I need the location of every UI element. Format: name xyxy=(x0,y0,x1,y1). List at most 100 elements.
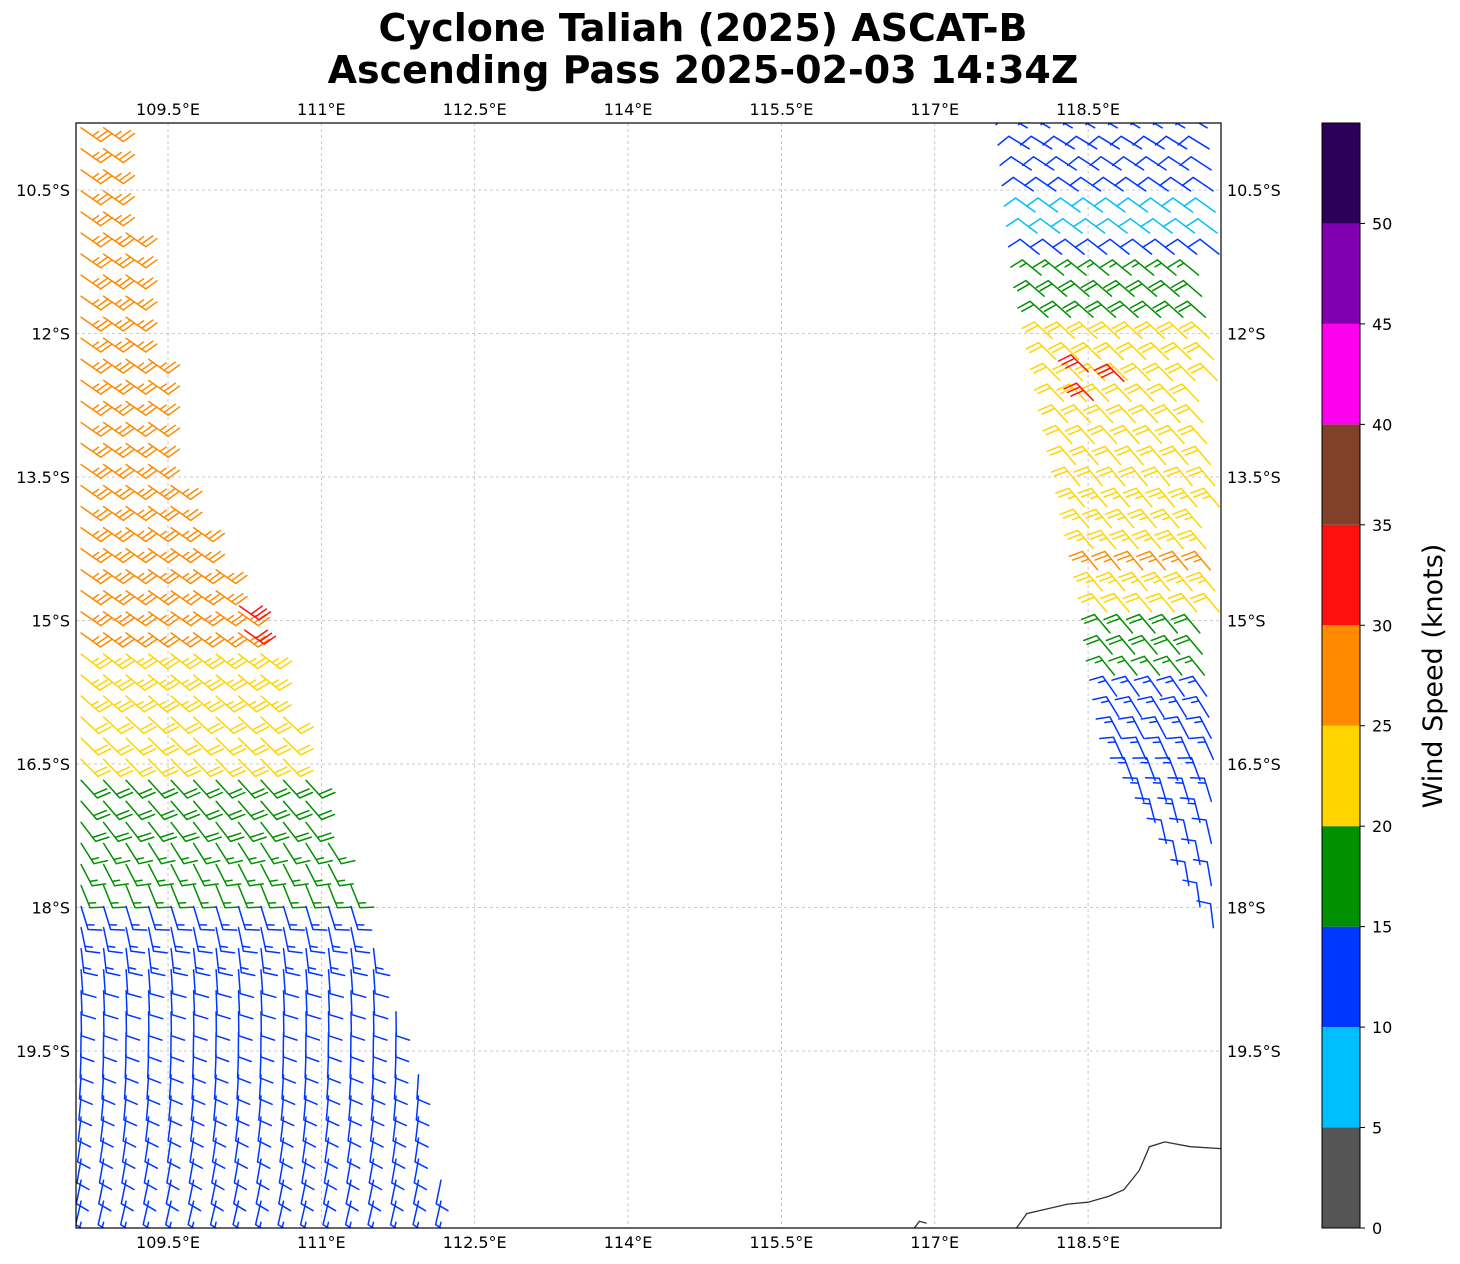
wind-barb xyxy=(80,779,111,799)
wind-barb xyxy=(1132,424,1163,445)
wind-barb xyxy=(147,484,181,501)
wind-barb xyxy=(237,716,270,735)
wind-barb xyxy=(1163,466,1193,487)
wind-barb xyxy=(1174,300,1207,318)
wind-barb xyxy=(1052,238,1085,255)
wind-barb xyxy=(125,590,158,606)
wind-barb xyxy=(1091,176,1124,192)
wind-barb xyxy=(368,1158,383,1191)
wind-barb xyxy=(1021,156,1055,171)
wind-barb xyxy=(1182,879,1201,908)
wind-barb xyxy=(260,926,281,954)
wind-barb xyxy=(1003,197,1036,213)
wind-barb xyxy=(192,590,226,606)
wind-barb xyxy=(304,1032,320,1063)
wind-barb xyxy=(1025,341,1057,361)
colorbar-tick-label: 50 xyxy=(1372,214,1392,233)
wind-barb xyxy=(147,632,181,648)
wind-barb xyxy=(1105,634,1136,655)
wind-barb xyxy=(1160,341,1192,361)
wind-barb xyxy=(1089,156,1122,171)
wind-barb xyxy=(80,695,112,713)
wind-barb xyxy=(1095,466,1126,487)
wind-barb xyxy=(146,1221,150,1228)
wind-barb xyxy=(1109,424,1140,445)
wind-barb xyxy=(236,1221,240,1228)
wind-barb xyxy=(147,526,181,543)
colorbar-tick-label: 5 xyxy=(1372,1119,1382,1138)
wind-barb xyxy=(125,505,158,522)
wind-barb xyxy=(349,1032,365,1063)
wind-barb xyxy=(80,274,113,290)
wind-barb xyxy=(213,1221,217,1228)
wind-barb xyxy=(1046,445,1077,466)
wind-barb xyxy=(80,590,113,606)
wind-barb xyxy=(1093,363,1125,383)
wind-barb xyxy=(322,1200,330,1228)
colorbar-bin xyxy=(1322,625,1360,726)
wind-barb xyxy=(125,232,158,248)
wind-barb xyxy=(80,611,113,627)
wind-barb xyxy=(1140,716,1167,739)
wind-barb xyxy=(215,653,248,670)
wind-barb xyxy=(1163,716,1190,739)
wind-barb xyxy=(282,1032,297,1063)
wind-barb xyxy=(102,526,136,543)
wind-barb xyxy=(102,863,129,887)
wind-barb xyxy=(350,884,375,909)
wind-barb xyxy=(1077,487,1108,508)
coastline-fragment xyxy=(913,1220,927,1228)
wind-barb xyxy=(102,632,136,648)
wind-barb xyxy=(125,863,152,887)
wind-barb xyxy=(80,526,113,543)
wind-barb xyxy=(345,1179,359,1212)
wind-barb xyxy=(125,611,158,627)
lon-tick-label-top: 109.5°E xyxy=(136,100,200,119)
wind-barb xyxy=(170,716,202,735)
wind-barb xyxy=(80,148,113,164)
wind-barb xyxy=(1140,571,1171,592)
wind-barb xyxy=(260,779,291,799)
wind-barb xyxy=(170,484,203,501)
wind-barb xyxy=(1007,238,1040,255)
wind-barb xyxy=(260,674,293,691)
wind-barb xyxy=(170,821,200,843)
wind-barb xyxy=(80,716,112,735)
wind-barb xyxy=(192,1032,207,1063)
wind-barb xyxy=(997,135,1030,150)
wind-barb xyxy=(1182,695,1210,718)
wind-barb xyxy=(305,1011,321,1041)
wind-barb xyxy=(125,779,156,799)
wind-barb xyxy=(1048,341,1080,361)
colorbar-tick-label: 25 xyxy=(1372,717,1392,736)
wind-barb xyxy=(102,400,136,416)
wind-barb xyxy=(1104,508,1135,529)
wind-barb xyxy=(1013,279,1045,297)
wind-barb xyxy=(1170,858,1190,887)
wind-barb xyxy=(305,968,322,999)
wind-barb xyxy=(327,947,346,977)
wind-barb xyxy=(279,1137,293,1169)
wind-barb xyxy=(1181,550,1211,571)
wind-barb xyxy=(1129,300,1162,318)
wind-barb xyxy=(120,1179,134,1212)
wind-barb xyxy=(1095,217,1128,234)
wind-barb xyxy=(102,947,121,977)
wind-barb xyxy=(170,632,203,648)
wind-barb xyxy=(1073,466,1103,487)
wind-barb xyxy=(1075,238,1108,255)
wind-barb xyxy=(1123,383,1155,403)
wind-barb xyxy=(192,547,226,564)
wind-barb xyxy=(327,842,356,865)
wind-barb xyxy=(147,863,174,887)
wind-barb xyxy=(1144,736,1170,760)
wind-barb xyxy=(1182,341,1215,361)
wind-barb xyxy=(1128,634,1158,655)
wind-barb xyxy=(147,716,180,735)
wind-barb xyxy=(192,800,223,821)
wind-barb xyxy=(327,1011,343,1041)
wind-barb xyxy=(327,926,348,954)
wind-barb xyxy=(1087,424,1118,445)
wind-barb xyxy=(170,842,199,865)
wind-barb xyxy=(80,1032,95,1063)
